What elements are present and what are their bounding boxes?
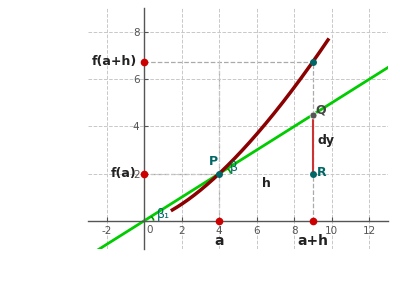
Text: β₁: β₁ [157,208,170,221]
Text: 0: 0 [147,225,153,235]
Text: dy: dy [318,134,335,147]
Text: h: h [262,177,270,190]
Text: Q: Q [316,103,326,116]
Text: a+h: a+h [298,234,328,248]
Text: f(a): f(a) [111,167,137,180]
Text: β: β [230,161,238,174]
Text: R: R [317,166,326,179]
Text: P: P [209,155,218,168]
Text: f(a+h): f(a+h) [92,55,137,68]
Text: a: a [214,234,224,248]
